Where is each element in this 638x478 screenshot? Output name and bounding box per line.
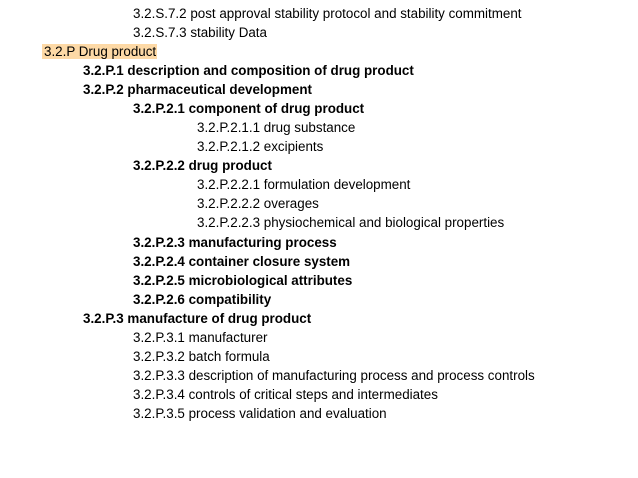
outline-item-3-2-p-3-5: 3.2.P.3.5 process validation and evaluat… — [133, 406, 387, 421]
outline-item-3-2-p-3-4: 3.2.P.3.4 controls of critical steps and… — [133, 387, 438, 402]
outline-item-3-2-p-3-1: 3.2.P.3.1 manufacturer — [133, 330, 268, 345]
outline-item-3-2-p-2-2-1: 3.2.P.2.2.1 formulation development — [197, 177, 411, 192]
outline-item-3-2-p-2-3: 3.2.P.2.3 manufacturing process — [133, 235, 337, 250]
outline-item-3-2-p-3: 3.2.P.3 manufacture of drug product — [83, 311, 312, 326]
outline-item-3-2-p-2-5: 3.2.P.2.5 microbiological attributes — [133, 273, 353, 288]
outline-item-3-2-p-3-3: 3.2.P.3.3 description of manufacturing p… — [133, 368, 535, 383]
outline-item-3-2-p-1: 3.2.P.1 description and composition of d… — [83, 63, 414, 78]
outline-item-3-2-p-2-6: 3.2.P.2.6 compatibility — [133, 292, 272, 307]
outline-item-3-2-p-2-1: 3.2.P.2.1 component of drug product — [133, 101, 365, 116]
outline-item-3-2-p-2-1-1: 3.2.P.2.1.1 drug substance — [197, 120, 356, 135]
outline-item-3-2-p-2: 3.2.P.2 pharmaceutical development — [83, 82, 312, 97]
outline-item-3-2-p-3-2: 3.2.P.3.2 batch formula — [133, 349, 270, 364]
outline-item-3-2-p-2-4: 3.2.P.2.4 container closure system — [133, 254, 351, 269]
outline-item-3-2-s-7-3: 3.2.S.7.3 stability Data — [133, 25, 267, 40]
outline-item-3-2-p-2-2: 3.2.P.2.2 drug product — [133, 158, 272, 173]
outline-item-3-2-p-2-2-3: 3.2.P.2.2.3 physiochemical and biologica… — [197, 215, 505, 230]
highlighted-heading: 3.2.P Drug product — [42, 44, 158, 59]
outline-item-3-2-p: 3.2.P Drug product — [42, 43, 158, 61]
outline-item-3-2-p-2-2-2: 3.2.P.2.2.2 overages — [197, 196, 319, 211]
outline-item-3-2-s-7-2: 3.2.S.7.2 post approval stability protoc… — [133, 6, 522, 21]
outline-item-3-2-p-2-1-2: 3.2.P.2.1.2 excipients — [197, 139, 324, 154]
